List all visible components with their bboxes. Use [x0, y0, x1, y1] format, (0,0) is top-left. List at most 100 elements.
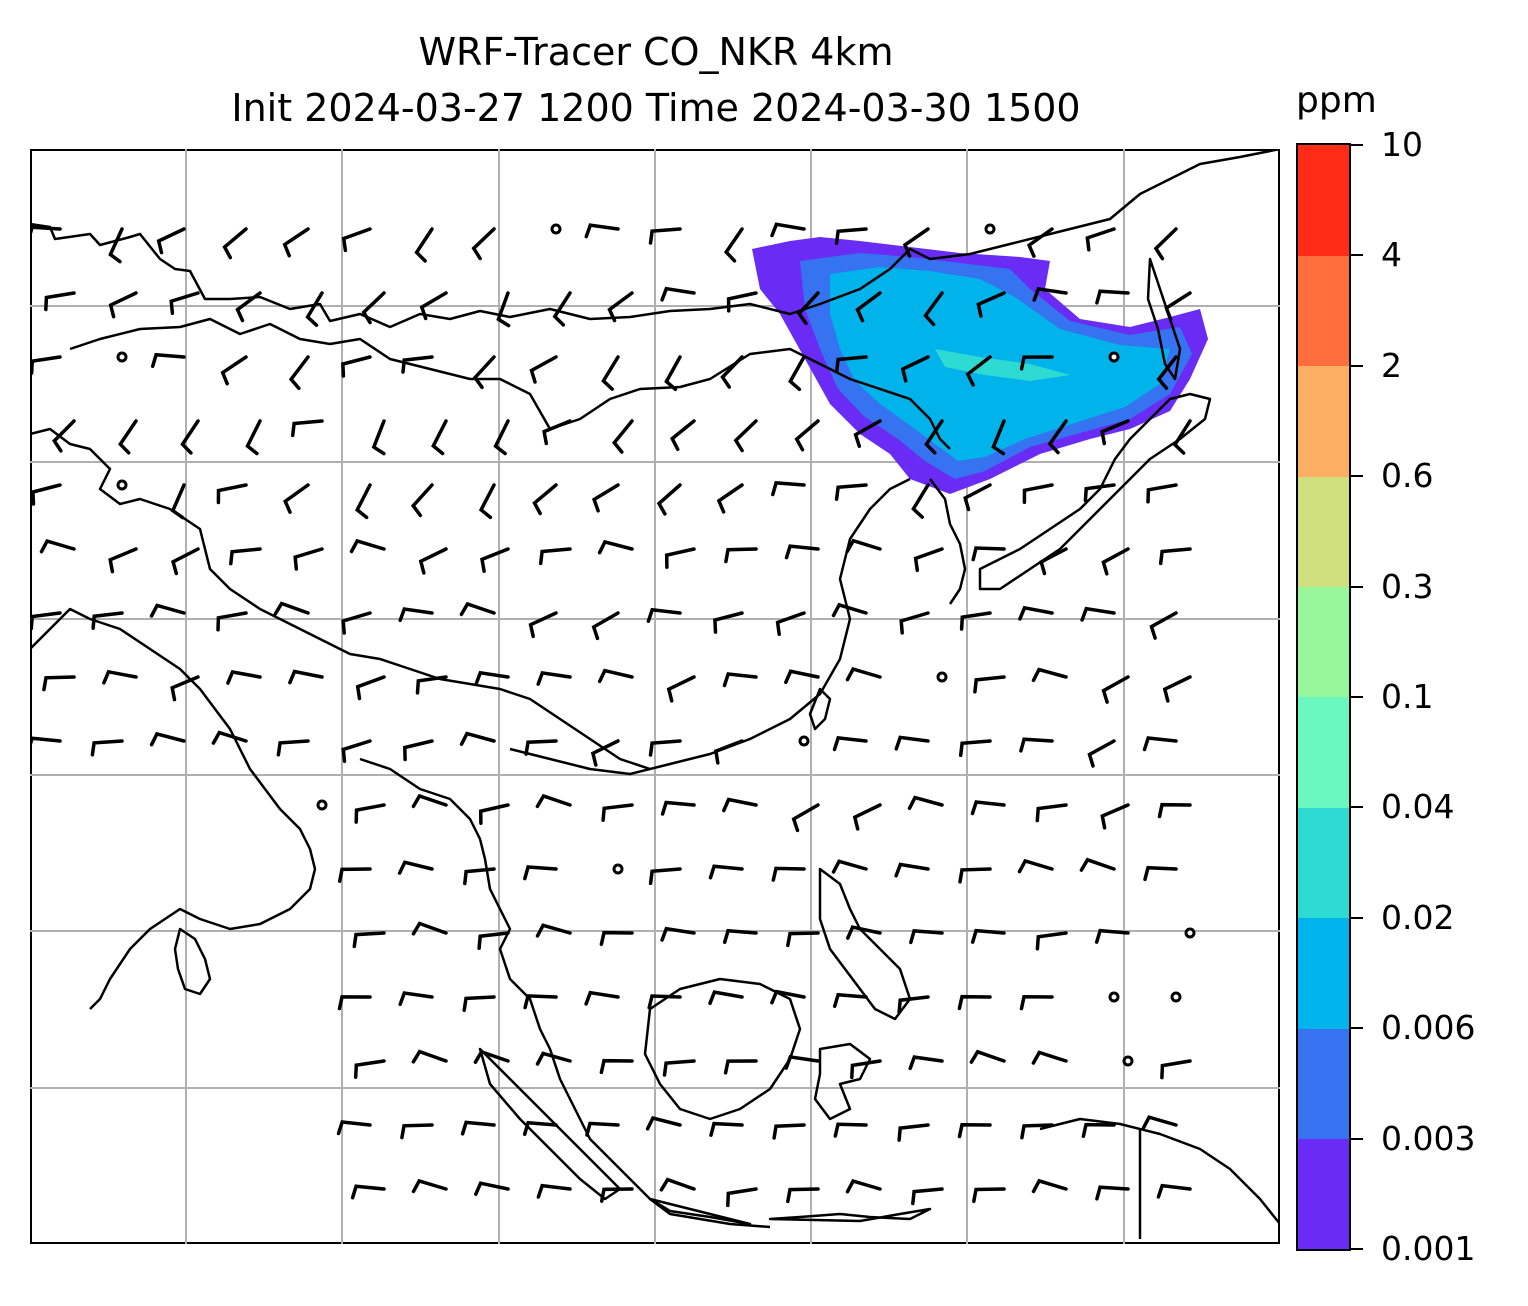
calm-wind-marker	[798, 735, 810, 747]
wind-barb	[39, 539, 76, 554]
wind-barb	[662, 1059, 696, 1077]
wind-barb	[772, 1123, 806, 1140]
coastline-sulawesi	[813, 1042, 872, 1121]
wind-barb	[108, 227, 124, 264]
wind-barb	[235, 291, 262, 323]
wind-barb	[337, 867, 372, 883]
wind-barb	[52, 419, 76, 453]
wind-barb	[229, 547, 262, 566]
wind-barb	[1022, 483, 1054, 505]
wind-barb	[1039, 547, 1068, 576]
wind-barb	[1156, 1183, 1192, 1199]
colorbar-tick	[1351, 916, 1363, 919]
wind-barb	[599, 1058, 634, 1075]
wind-barb	[552, 291, 572, 327]
wind-barb	[523, 994, 558, 1010]
colorbar-segment	[1298, 807, 1349, 919]
wind-barb	[1142, 736, 1178, 752]
wind-barb	[660, 926, 696, 942]
wind-barb	[855, 291, 882, 323]
wind-barb	[591, 611, 620, 641]
wind-barb	[1100, 803, 1130, 830]
wind-barb	[1026, 227, 1054, 258]
wind-barb	[354, 483, 372, 520]
wind-barb	[722, 672, 758, 688]
wind-barb	[601, 355, 620, 391]
coastline-new-guinea	[1039, 1117, 1280, 1225]
wind-barb	[852, 803, 882, 831]
wind-barb	[401, 355, 434, 374]
wind-barb	[493, 419, 510, 456]
wind-barb	[976, 291, 1006, 318]
map-title: WRF-Tracer CO_NKR 4km	[418, 30, 894, 74]
wind-barb	[584, 990, 620, 1006]
wind-barb	[911, 1187, 944, 1206]
wind-barb	[352, 931, 386, 949]
wind-barb	[411, 793, 448, 809]
wind-barb	[288, 669, 324, 685]
wind-barb	[522, 1120, 558, 1136]
wind-barb	[361, 291, 386, 325]
wind-barb	[542, 419, 572, 446]
wind-barb	[528, 611, 558, 639]
wind-barb	[220, 355, 248, 386]
wind-barb	[584, 223, 620, 239]
wind-barb	[273, 601, 310, 616]
wind-barb	[1095, 289, 1130, 305]
wind-barb	[535, 923, 572, 938]
colorbar-tick	[1351, 475, 1363, 478]
wind-barb	[957, 1123, 992, 1139]
colorbar-tick	[1351, 1137, 1363, 1140]
wind-barb	[411, 1178, 448, 1194]
wind-barb	[532, 483, 558, 516]
wind-barb	[349, 538, 386, 554]
wind-barb	[398, 991, 434, 1007]
wind-barb	[283, 483, 310, 514]
calm-wind-marker	[316, 799, 328, 811]
wind-barb	[524, 739, 558, 756]
wind-barb	[713, 739, 744, 765]
colorbar-tick	[1351, 696, 1363, 698]
wind-barb	[958, 739, 992, 758]
wind-barb	[1080, 606, 1116, 622]
wind-barb	[1032, 286, 1068, 302]
wind-barb	[911, 483, 930, 519]
coastline-borneo	[643, 977, 802, 1121]
wind-barb	[646, 607, 682, 623]
wind-barb	[341, 227, 372, 253]
wind-barb	[354, 803, 386, 824]
calm-wind-marker	[116, 351, 128, 363]
wind-barb	[1019, 355, 1054, 371]
wind-barb	[834, 355, 868, 374]
wind-barb	[478, 483, 496, 520]
wind-barb	[42, 675, 76, 692]
wind-barb	[460, 1120, 496, 1136]
wind-barb	[971, 546, 1006, 562]
colorbar-tick	[1351, 254, 1363, 257]
wind-barb	[1019, 737, 1054, 753]
wind-barb	[1020, 1123, 1054, 1140]
wind-barb	[480, 547, 510, 573]
wind-barb	[170, 675, 200, 702]
wind-barb	[784, 544, 820, 560]
wind-barb	[957, 994, 992, 1011]
wind-barb	[660, 800, 696, 816]
wind-barb	[597, 668, 634, 684]
wind-barb	[894, 862, 930, 878]
wind-barb	[431, 419, 448, 456]
wind-barb	[648, 227, 682, 245]
wind-barb	[1143, 865, 1178, 882]
wind-barb	[834, 483, 868, 501]
wind-barb	[923, 291, 944, 327]
wind-barb	[337, 995, 372, 1011]
wind-barb	[908, 1055, 944, 1071]
wind-barb	[846, 925, 882, 940]
wind-barb	[669, 419, 696, 452]
wind-barb	[1146, 483, 1178, 504]
wind-barb	[708, 864, 744, 880]
wind-barb	[245, 419, 262, 456]
wind-barb	[1101, 547, 1130, 576]
wind-barb	[535, 1051, 572, 1066]
coastline-korea	[929, 478, 967, 605]
wind-barb	[831, 859, 868, 874]
